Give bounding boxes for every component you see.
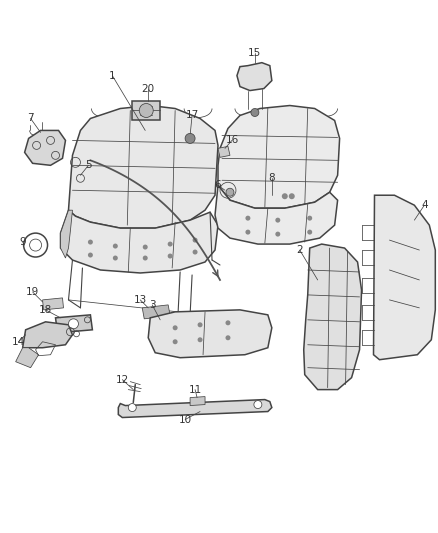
Circle shape	[88, 240, 93, 245]
Text: 8: 8	[268, 173, 275, 183]
Text: 4: 4	[421, 200, 427, 210]
Text: 19: 19	[26, 287, 39, 297]
Polygon shape	[215, 185, 338, 244]
Polygon shape	[218, 106, 339, 208]
Text: 9: 9	[19, 237, 26, 247]
Circle shape	[254, 401, 262, 409]
Text: 20: 20	[141, 84, 155, 94]
Text: 17: 17	[185, 110, 199, 120]
Circle shape	[113, 255, 118, 261]
Polygon shape	[118, 400, 272, 417]
Circle shape	[289, 193, 295, 199]
Text: 18: 18	[39, 305, 52, 315]
Polygon shape	[60, 210, 72, 258]
Polygon shape	[304, 244, 361, 390]
Text: 2: 2	[297, 245, 303, 255]
Circle shape	[226, 335, 230, 340]
Text: 15: 15	[248, 47, 261, 58]
Polygon shape	[56, 315, 92, 333]
Polygon shape	[42, 298, 64, 310]
Circle shape	[276, 217, 280, 223]
Polygon shape	[16, 348, 39, 368]
Polygon shape	[237, 63, 272, 91]
Text: 5: 5	[85, 160, 92, 171]
Circle shape	[276, 232, 280, 237]
Circle shape	[143, 255, 148, 261]
Text: 6: 6	[215, 180, 221, 190]
Circle shape	[307, 216, 312, 221]
Text: 10: 10	[179, 415, 192, 424]
Circle shape	[226, 320, 230, 325]
Circle shape	[139, 103, 153, 117]
Circle shape	[193, 249, 198, 255]
Polygon shape	[68, 106, 218, 228]
Polygon shape	[142, 305, 170, 319]
Polygon shape	[218, 147, 230, 157]
Circle shape	[113, 244, 118, 248]
Circle shape	[307, 230, 312, 235]
Text: 14: 14	[12, 337, 25, 347]
Polygon shape	[190, 397, 205, 406]
Text: 12: 12	[116, 375, 129, 385]
Polygon shape	[148, 310, 272, 358]
Circle shape	[245, 230, 251, 235]
Circle shape	[68, 319, 78, 329]
Polygon shape	[23, 322, 72, 348]
Polygon shape	[132, 101, 160, 120]
Circle shape	[168, 241, 173, 247]
Circle shape	[226, 188, 234, 196]
Circle shape	[173, 325, 178, 330]
Circle shape	[198, 337, 202, 342]
Circle shape	[168, 254, 173, 259]
Text: 13: 13	[134, 295, 147, 305]
Text: 11: 11	[188, 385, 202, 394]
Text: 16: 16	[225, 135, 239, 146]
Circle shape	[198, 322, 202, 327]
Circle shape	[282, 193, 288, 199]
Circle shape	[251, 109, 259, 117]
Circle shape	[193, 238, 198, 243]
Circle shape	[88, 253, 93, 257]
Circle shape	[185, 133, 195, 143]
Circle shape	[143, 245, 148, 249]
Polygon shape	[25, 131, 66, 165]
Text: 1: 1	[109, 70, 116, 80]
Polygon shape	[60, 210, 218, 273]
Circle shape	[128, 403, 136, 411]
Text: 3: 3	[149, 300, 155, 310]
Polygon shape	[374, 195, 435, 360]
Text: 7: 7	[27, 114, 34, 124]
Circle shape	[245, 216, 251, 221]
Circle shape	[173, 340, 178, 344]
